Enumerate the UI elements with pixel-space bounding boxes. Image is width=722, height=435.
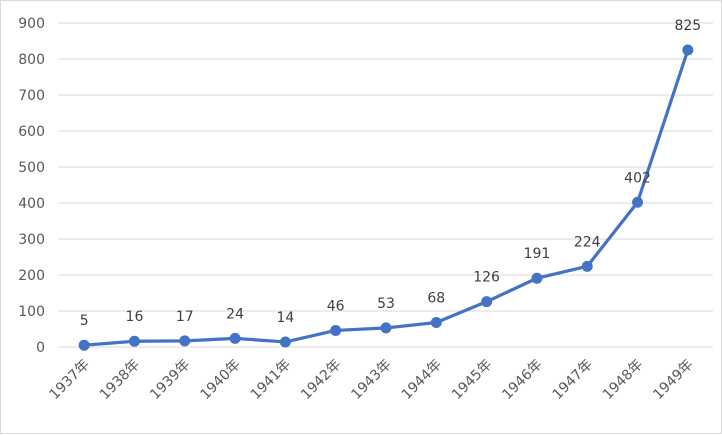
x-tick-label: 1946年 [499, 357, 545, 403]
x-tick-label: 1941年 [248, 357, 294, 403]
y-tick-label: 900 [18, 16, 45, 32]
x-tick-label: 1949年 [650, 357, 696, 403]
data-point [330, 324, 342, 336]
data-point [632, 196, 644, 208]
data-label: 126 [473, 270, 500, 286]
data-point [531, 272, 543, 284]
data-point [481, 296, 493, 308]
x-tick-label: 1939年 [147, 357, 193, 403]
data-label: 402 [624, 170, 651, 186]
data-label: 16 [126, 309, 144, 325]
data-point [682, 44, 694, 56]
data-point [581, 260, 593, 272]
data-labels: 5 16 17 24 14 46 53 68 126 191 224 402 825 [80, 18, 702, 329]
x-axis-tick-labels: 1937年 1938年 1939年 1940年 1941年 1942年 1943年 1944年… [47, 357, 697, 403]
y-tick-label: 700 [18, 88, 45, 104]
x-tick-label: 1942年 [298, 357, 344, 403]
data-label: 68 [427, 291, 445, 307]
data-label: 191 [524, 246, 551, 262]
data-point [430, 317, 442, 329]
y-tick-label: 100 [18, 304, 45, 320]
y-tick-label: 200 [18, 268, 45, 284]
y-tick-label: 500 [18, 160, 45, 176]
data-label: 14 [276, 310, 294, 326]
data-label: 224 [574, 234, 601, 250]
data-label: 17 [176, 309, 194, 325]
y-tick-label: 600 [18, 124, 45, 140]
x-tick-label: 1947年 [550, 357, 596, 403]
x-tick-label: 1938年 [97, 357, 143, 403]
x-tick-label: 1944年 [399, 357, 445, 403]
x-tick-label: 1943年 [348, 357, 394, 403]
data-label: 53 [377, 296, 395, 312]
data-point [128, 335, 140, 347]
x-tick-label: 1937年 [47, 357, 93, 403]
series-points [78, 44, 694, 351]
data-point [229, 332, 241, 344]
data-label: 46 [327, 298, 345, 314]
data-label: 825 [674, 18, 701, 34]
y-tick-label: 400 [18, 196, 45, 212]
y-axis-tick-labels: 0 100 200 300 400 500 600 700 800 900 [18, 16, 45, 356]
y-tick-label: 300 [18, 232, 45, 248]
x-tick-label: 1945年 [449, 357, 495, 403]
x-tick-label: 1948年 [600, 357, 646, 403]
data-point [179, 335, 191, 347]
data-label: 5 [80, 313, 89, 329]
data-point [380, 322, 392, 334]
y-tick-label: 800 [18, 52, 45, 68]
data-point [279, 336, 291, 348]
gridlines [59, 22, 713, 348]
data-point [78, 339, 90, 351]
y-tick-label: 0 [36, 340, 45, 356]
data-label: 24 [226, 306, 244, 322]
x-tick-label: 1940年 [197, 357, 243, 403]
